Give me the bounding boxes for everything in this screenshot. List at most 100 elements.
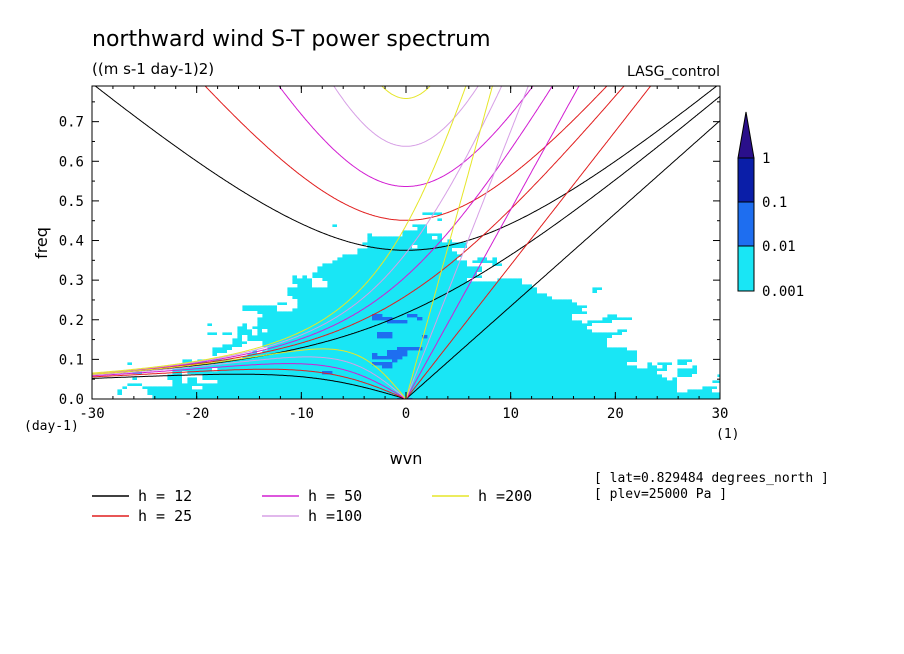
field-cell	[422, 86, 428, 90]
field-cell	[517, 182, 523, 186]
field-cell	[407, 125, 413, 129]
field-cell	[337, 143, 343, 147]
field-cell	[432, 194, 438, 198]
field-cell	[332, 122, 338, 126]
field-cell	[262, 92, 268, 96]
field-cell	[282, 167, 288, 171]
field-cell	[402, 107, 408, 111]
field-cell	[417, 116, 423, 120]
field-cell	[137, 95, 143, 99]
field-cell	[457, 125, 463, 129]
field-cell	[647, 122, 653, 126]
field-cell	[527, 134, 533, 138]
field-cell	[397, 167, 403, 171]
field-cell	[137, 89, 143, 93]
field-cell	[392, 161, 398, 165]
field-cell	[672, 191, 678, 195]
field-cell	[107, 128, 113, 132]
field-cell	[307, 182, 313, 186]
field-cell	[412, 92, 418, 96]
field-cell	[547, 128, 553, 132]
field-cell	[662, 149, 668, 153]
field-cell	[457, 161, 463, 165]
field-cell	[432, 122, 438, 126]
field-cell	[597, 176, 603, 180]
field-cell	[477, 101, 483, 105]
field-cell	[107, 119, 113, 123]
field-cell	[522, 101, 528, 105]
field-cell	[102, 188, 108, 192]
field-cell	[647, 143, 653, 147]
field-cell	[397, 119, 403, 123]
field-cell	[112, 125, 118, 129]
field-cell	[512, 152, 518, 156]
field-cell	[277, 113, 283, 117]
field-cell	[282, 185, 288, 189]
field-cell	[167, 98, 173, 102]
field-cell	[242, 155, 248, 159]
field-cell	[677, 134, 683, 138]
field-cell	[137, 143, 143, 147]
field-cell	[257, 95, 263, 99]
field-cell	[647, 137, 653, 141]
field-cell	[202, 128, 208, 132]
field-cell	[397, 182, 403, 186]
field-cell	[182, 110, 188, 114]
field-cell	[327, 191, 333, 195]
field-cell	[152, 149, 158, 153]
field-cell	[537, 122, 543, 126]
field-cell	[407, 113, 413, 117]
field-cell	[287, 110, 293, 114]
field-cell	[97, 161, 103, 165]
field-cell	[537, 110, 543, 114]
field-cell	[262, 194, 268, 198]
field-cell	[167, 149, 173, 153]
field-cell	[537, 134, 543, 138]
field-cell	[127, 179, 133, 183]
field-cell	[572, 161, 578, 165]
field-cell	[637, 179, 643, 183]
field-cell	[652, 191, 658, 195]
field-cell	[647, 176, 653, 180]
field-cell	[487, 203, 493, 207]
field-cell	[92, 122, 98, 126]
field-cell	[462, 182, 468, 186]
field-cell	[117, 92, 123, 96]
field-cell	[352, 104, 358, 108]
field-cell	[557, 194, 563, 198]
field-cell	[197, 125, 203, 129]
field-cell	[447, 146, 453, 150]
field-cell	[522, 134, 528, 138]
field-cell	[632, 131, 638, 135]
field-cell	[387, 179, 393, 183]
field-cell	[482, 125, 488, 129]
field-cell	[492, 101, 498, 105]
field-cell	[212, 119, 218, 123]
field-cell	[502, 104, 508, 108]
field-cell	[312, 86, 318, 90]
field-cell	[547, 200, 553, 204]
field-cell	[232, 158, 238, 162]
field-cell	[492, 167, 498, 171]
field-cell	[687, 179, 693, 183]
field-cell	[452, 161, 458, 165]
field-cell	[497, 179, 503, 183]
field-cell	[452, 107, 458, 111]
field-cell	[482, 104, 488, 108]
field-cell	[227, 164, 233, 168]
field-cell	[227, 95, 233, 99]
field-cell	[337, 170, 343, 174]
field-cell	[247, 95, 253, 99]
field-cell	[477, 125, 483, 129]
field-cell	[342, 92, 348, 96]
field-cell	[192, 113, 198, 117]
field-cell	[667, 131, 673, 135]
field-cell	[357, 137, 363, 141]
field-cell	[322, 104, 328, 108]
field-cell	[267, 203, 273, 207]
field-cell	[107, 101, 113, 105]
field-cell	[352, 191, 358, 195]
field-cell	[687, 143, 693, 147]
field-cell	[132, 125, 138, 129]
field-cell	[342, 182, 348, 186]
